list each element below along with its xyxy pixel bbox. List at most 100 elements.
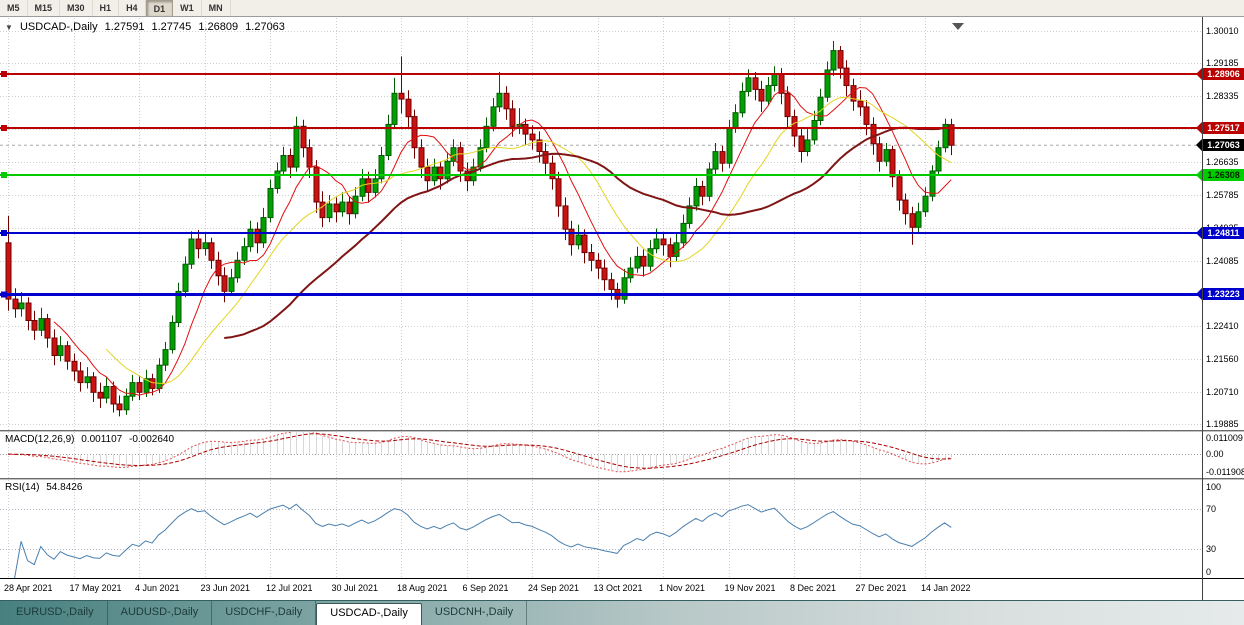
candle xyxy=(143,369,150,397)
macd-line xyxy=(7,432,952,473)
candle xyxy=(352,187,359,219)
date-label: 8 Dec 2021 xyxy=(790,583,837,593)
candle xyxy=(726,119,733,168)
macd-axis-label: 0.00 xyxy=(1206,449,1224,460)
candle xyxy=(44,313,51,348)
candle xyxy=(889,145,896,188)
candle xyxy=(169,315,176,354)
ohlc-low: 1.26809 xyxy=(198,21,239,33)
candle xyxy=(824,61,831,102)
hline-price-tag[interactable]: 1.27517 xyxy=(1203,121,1244,134)
hline-left-marker[interactable] xyxy=(1,291,7,298)
timeframe-button-D1[interactable]: D1 xyxy=(145,0,174,16)
candle xyxy=(260,207,267,248)
candle xyxy=(627,257,634,283)
candle xyxy=(188,231,195,269)
current-price-tag[interactable]: 1.27063 xyxy=(1203,139,1244,152)
hline-price-tag[interactable]: 1.23223 xyxy=(1203,288,1244,301)
timeframe-button-MN[interactable]: MN xyxy=(202,0,231,16)
candle xyxy=(175,282,182,328)
symbol-tab-usdchf-daily[interactable]: USDCHF-,Daily xyxy=(212,601,317,625)
date-label: 4 Jun 2021 xyxy=(135,583,180,593)
hline-price-tag[interactable]: 1.28906 xyxy=(1203,67,1244,80)
panel-separator[interactable] xyxy=(0,478,1244,480)
collapse-chart-icon[interactable]: ▼ xyxy=(5,23,13,32)
timeframe-toolbar: M5 M15 M30 H1 H4 D1 W1 MN xyxy=(0,0,1244,17)
timeframe-button-H4[interactable]: H4 xyxy=(119,0,146,16)
candle xyxy=(450,139,457,167)
hline-left-marker[interactable] xyxy=(1,71,7,77)
price-chart[interactable] xyxy=(0,18,1202,430)
candle xyxy=(182,256,189,298)
candle xyxy=(699,180,706,206)
date-label: 19 Nov 2021 xyxy=(724,583,776,593)
macd-title: MACD(12,26,9) xyxy=(5,434,75,445)
candle xyxy=(71,353,78,381)
rsi-panel[interactable] xyxy=(0,480,1202,578)
price-axis-tick: 1.22410 xyxy=(1206,320,1239,331)
candle xyxy=(25,297,32,331)
timeframe-button-M30[interactable]: M30 xyxy=(60,0,93,16)
chart-tabs-bar: EURUSD-,Daily AUDUSD-,Daily USDCHF-,Daily U… xyxy=(0,600,1244,625)
candle xyxy=(398,56,405,114)
rsi-axis-label: 0 xyxy=(1206,567,1212,577)
candle xyxy=(601,259,608,291)
hline-left-marker[interactable] xyxy=(1,125,7,131)
chart-shift-marker[interactable] xyxy=(952,23,964,30)
hline-price-tag[interactable]: 1.26308 xyxy=(1203,168,1244,181)
ohlc-open: 1.27591 xyxy=(104,21,145,33)
candle xyxy=(64,341,71,370)
candle xyxy=(156,358,163,394)
candle xyxy=(784,86,791,128)
price-axis-tick: 1.24085 xyxy=(1206,255,1239,266)
ma-34-line xyxy=(224,126,952,339)
candle xyxy=(110,381,117,413)
macd-value-signal: -0.002640 xyxy=(129,434,175,445)
price-axis-tick: 1.26635 xyxy=(1206,156,1239,167)
candle xyxy=(234,251,241,283)
timeframe-button-M5[interactable]: M5 xyxy=(0,0,28,16)
candle xyxy=(385,114,392,161)
candle xyxy=(706,162,713,202)
date-label: 27 Dec 2021 xyxy=(855,583,907,593)
price-axis-border xyxy=(1202,17,1203,600)
hline-left-marker[interactable] xyxy=(1,230,7,236)
candle xyxy=(129,374,136,401)
date-label: 30 Jul 2021 xyxy=(331,583,379,593)
macd-label: MACD(12,26,9) 0.001107 -0.002640 xyxy=(5,434,178,445)
symbol-tab-eurusd-daily[interactable]: EURUSD-,Daily xyxy=(3,601,108,625)
candle xyxy=(18,292,25,317)
candle xyxy=(333,197,340,223)
candle xyxy=(31,310,38,340)
rsi-axis-label: 70 xyxy=(1206,504,1217,515)
date-label: 6 Sep 2021 xyxy=(462,583,509,593)
symbol-tab-audusd-daily[interactable]: AUDUSD-,Daily xyxy=(108,601,213,625)
panel-separator[interactable] xyxy=(0,430,1244,432)
macd-axis-label: -0.011908 xyxy=(1206,467,1244,477)
candle xyxy=(313,160,320,213)
candle xyxy=(267,179,274,223)
candle xyxy=(634,246,641,273)
candle xyxy=(581,229,588,264)
candle xyxy=(771,66,778,92)
rsi-value: 54.8426 xyxy=(46,482,83,493)
ma-16-line xyxy=(105,96,952,385)
candle xyxy=(103,377,110,404)
macd-panel[interactable] xyxy=(0,432,1202,478)
candle xyxy=(798,127,805,163)
timeframe-button-W1[interactable]: W1 xyxy=(173,0,202,16)
hline-left-marker[interactable] xyxy=(1,172,7,178)
date-label: 28 Apr 2021 xyxy=(4,583,53,593)
symbol-tab-usdcad-daily[interactable]: USDCAD-,Daily xyxy=(316,603,422,625)
timeframe-button-H1[interactable]: H1 xyxy=(93,0,120,16)
timeframe-button-M15[interactable]: M15 xyxy=(28,0,61,16)
candle xyxy=(509,100,516,137)
hline-price-tag[interactable]: 1.24811 xyxy=(1203,226,1244,239)
candle xyxy=(542,143,549,175)
symbol-tab-usdcnh-daily[interactable]: USDCNH-,Daily xyxy=(422,601,528,625)
candle xyxy=(680,214,687,248)
candle xyxy=(38,307,45,336)
macd-value-main: 0.001107 xyxy=(81,434,123,445)
candle xyxy=(902,193,909,225)
